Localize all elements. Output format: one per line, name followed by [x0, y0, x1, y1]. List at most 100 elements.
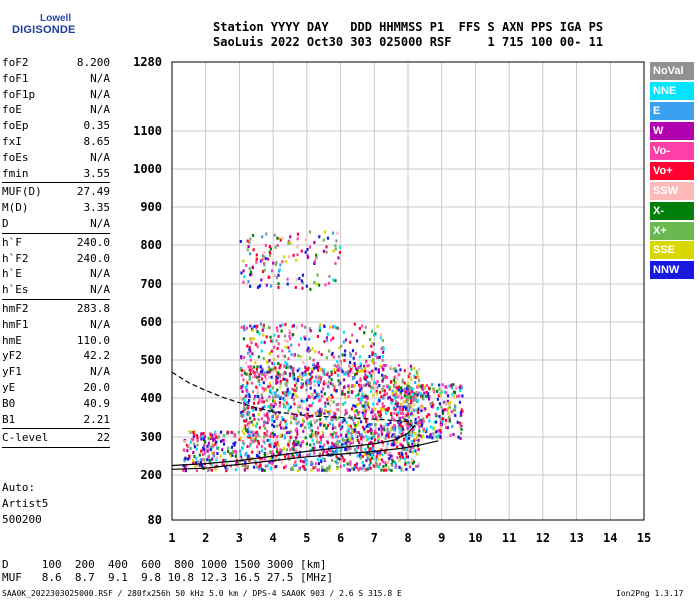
- echo-point: [390, 380, 393, 384]
- echo-point: [249, 440, 252, 444]
- echo-point: [244, 419, 247, 423]
- echo-point: [405, 390, 408, 394]
- echo-point: [417, 383, 420, 387]
- echo-point: [417, 379, 421, 382]
- echo-point: [304, 414, 307, 418]
- echo-point: [389, 432, 392, 436]
- echo-point: [270, 349, 273, 353]
- echo-point: [208, 467, 211, 471]
- echo-point: [269, 335, 272, 339]
- echo-point: [202, 453, 205, 457]
- echo-point: [230, 430, 233, 434]
- echo-point: [377, 457, 380, 461]
- echo-point: [340, 433, 343, 437]
- echo-point: [318, 283, 321, 287]
- echo-point: [312, 433, 315, 436]
- echo-point: [259, 370, 263, 374]
- echo-point: [259, 465, 263, 469]
- echo-point: [341, 353, 344, 357]
- echo-point: [354, 373, 357, 376]
- echo-point: [255, 370, 258, 374]
- echo-point: [274, 245, 277, 249]
- echo-point: [354, 426, 357, 430]
- echo-point: [413, 460, 416, 464]
- echo-point: [268, 460, 271, 464]
- echo-point: [226, 430, 229, 434]
- echo-point: [340, 344, 343, 348]
- echo-point: [248, 352, 251, 356]
- echo-point: [322, 249, 325, 253]
- echo-point: [371, 456, 374, 460]
- echo-point: [279, 448, 282, 452]
- echo-point: [310, 404, 313, 408]
- echo-point: [448, 417, 451, 421]
- echo-point: [312, 466, 315, 470]
- echo-point: [279, 451, 282, 455]
- echo-point: [401, 456, 405, 459]
- echo-point: [271, 386, 274, 390]
- echo-point: [270, 403, 273, 407]
- echo-point: [407, 392, 410, 396]
- echo-point: [242, 280, 245, 284]
- param-value: N/A: [90, 317, 110, 331]
- param-value: 20.0: [83, 380, 111, 394]
- echo-point: [244, 394, 247, 398]
- echo-point: [308, 245, 312, 249]
- echo-point: [250, 432, 253, 436]
- echo-point: [330, 393, 333, 397]
- echo-point: [361, 442, 364, 446]
- echo-point: [311, 375, 314, 379]
- echo-point: [371, 377, 374, 381]
- echo-point: [450, 386, 453, 390]
- legend-item: NoVal: [650, 62, 694, 80]
- echo-point: [308, 404, 311, 408]
- echo-point: [244, 410, 247, 413]
- echo-point: [329, 399, 333, 403]
- echo-point: [353, 375, 356, 379]
- echo-point: [383, 425, 386, 429]
- echo-point: [376, 324, 379, 328]
- echo-point: [390, 411, 393, 415]
- echo-point: [292, 398, 295, 402]
- echo-point: [301, 371, 304, 375]
- echo-point: [271, 339, 274, 343]
- echo-point: [268, 395, 271, 399]
- legend-item: E: [650, 101, 694, 120]
- echo-point: [408, 431, 411, 435]
- echo-point: [418, 429, 421, 433]
- echo-point: [408, 406, 411, 410]
- param-value: 283.8: [76, 301, 110, 315]
- echo-point: [360, 386, 363, 390]
- echo-point: [306, 368, 309, 372]
- echo-point: [300, 249, 303, 253]
- echo-point: [438, 387, 441, 391]
- echo-point: [316, 364, 319, 368]
- echo-point: [349, 374, 352, 378]
- echo-point: [409, 449, 412, 453]
- echo-point: [240, 325, 243, 329]
- echo-point: [235, 460, 238, 464]
- echo-point: [355, 465, 358, 469]
- echo-point: [300, 385, 303, 389]
- param-label: h`E: [2, 267, 22, 281]
- echo-point: [279, 381, 282, 385]
- echo-point: [233, 450, 236, 454]
- echo-point: [243, 468, 246, 472]
- echo-point: [356, 435, 359, 439]
- echo-point: [344, 372, 347, 376]
- echo-point: [224, 459, 227, 462]
- echo-point: [300, 324, 304, 328]
- echo-point: [241, 429, 244, 433]
- echo-point: [439, 430, 442, 434]
- echo-point: [249, 364, 252, 368]
- echo-point: [255, 394, 258, 398]
- echo-point: [250, 368, 253, 371]
- echo-point: [306, 381, 310, 385]
- echo-point: [328, 412, 331, 416]
- echo-point: [323, 325, 326, 328]
- echo-point: [255, 260, 258, 264]
- echo-point: [270, 466, 273, 470]
- echo-point: [325, 245, 328, 249]
- echo-point: [321, 465, 324, 469]
- echo-point: [459, 389, 462, 392]
